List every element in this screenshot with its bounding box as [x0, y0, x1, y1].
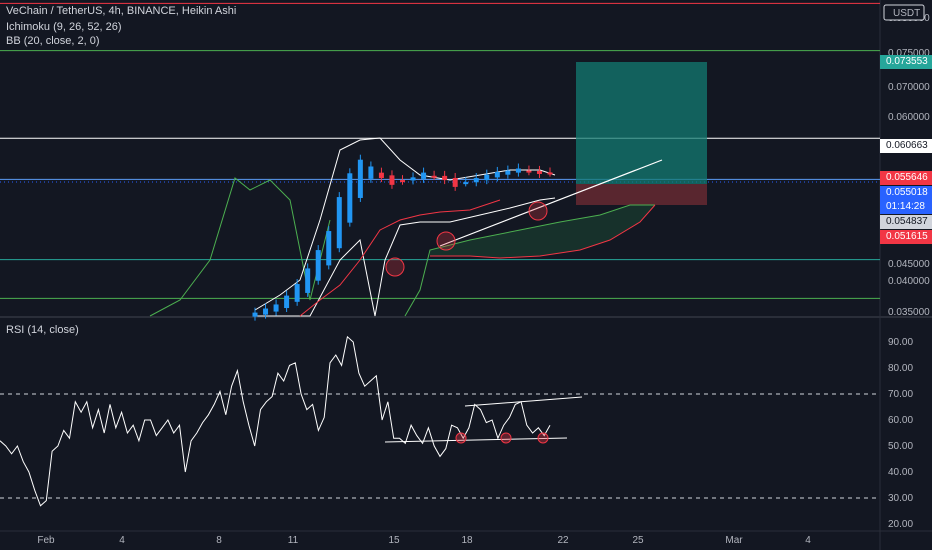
- price-tick-label: 0.070000: [888, 82, 930, 93]
- price-tag: 0.051615: [880, 230, 932, 244]
- price-tag: 0.073553: [880, 55, 932, 69]
- rsi-tick-label: 50.00: [888, 441, 913, 452]
- price-tick-label: 0.060000: [888, 112, 930, 123]
- price-tick-label: 0.045000: [888, 259, 930, 270]
- rsi-upper-trendline: [464, 396, 583, 407]
- price-tag: 01:14:28: [880, 200, 932, 214]
- candle-body: [294, 284, 300, 302]
- candle-body: [252, 312, 258, 317]
- candle-body: [431, 175, 437, 178]
- bb-lower-line: [255, 197, 556, 317]
- candle-body: [305, 268, 311, 293]
- time-tick-label: Feb: [37, 535, 55, 546]
- rsi-low-marker: [537, 432, 549, 444]
- rsi-low-marker: [455, 432, 467, 444]
- rsi-tick-label: 20.00: [888, 519, 913, 530]
- candle-body: [421, 172, 427, 179]
- candle-body: [536, 170, 542, 174]
- candle-body: [284, 295, 290, 309]
- price-tag: 0.055018: [880, 186, 932, 200]
- currency-box: [883, 4, 925, 21]
- senkou-a-line: [404, 204, 655, 317]
- candle-body: [526, 170, 532, 173]
- time-tick-label: 18: [461, 535, 473, 546]
- candle-body: [315, 250, 321, 281]
- candle-body: [515, 168, 521, 173]
- candle-body: [547, 172, 553, 175]
- candle-body: [494, 171, 500, 178]
- candle-body: [505, 170, 511, 175]
- candle-body: [263, 308, 269, 315]
- price-tag: 0.060663: [880, 139, 932, 153]
- candle-body: [484, 174, 490, 181]
- time-tick-label: 11: [288, 535, 299, 546]
- rsi-tick-label: 70.00: [888, 389, 913, 400]
- time-tick-label: 25: [632, 535, 644, 546]
- time-tick-label: 4: [805, 535, 811, 546]
- bb-legend: BB (20, close, 2, 0): [6, 35, 100, 47]
- candle-body: [347, 173, 353, 223]
- candle-body: [326, 231, 332, 266]
- rsi-lower-trendline: [384, 437, 568, 443]
- time-tick-label: Mar: [725, 535, 743, 546]
- candle-body: [400, 180, 405, 183]
- price-tick-label: 0.035000: [888, 307, 930, 318]
- swing-low-marker: [436, 231, 456, 251]
- ichimoku-legend: Ichimoku (9, 26, 52, 26): [6, 21, 122, 33]
- rsi-tick-label: 90.00: [888, 337, 913, 348]
- candle-body: [357, 159, 363, 198]
- candle-body: [463, 182, 469, 185]
- candle-body: [389, 175, 395, 185]
- time-tick-label: 22: [557, 535, 569, 546]
- take-profit-zone: [576, 62, 707, 184]
- rsi-legend: RSI (14, close): [6, 324, 79, 336]
- chart-title: VeChain / TetherUS, 4h, BINANCE, Heikin …: [6, 5, 237, 17]
- price-tick-label: 0.075000: [888, 48, 930, 59]
- price-tag: 0.055646: [880, 171, 932, 185]
- trendline: [439, 159, 663, 247]
- candle-body: [410, 177, 416, 181]
- chikou-span-line: [149, 177, 331, 317]
- candle-body: [378, 172, 384, 179]
- stop-loss-zone: [576, 184, 707, 205]
- candle-body: [452, 177, 458, 187]
- price-tick-label: 0.040000: [888, 276, 930, 287]
- ichimoku-cloud-green: [430, 205, 655, 258]
- rsi-tick-label: 60.00: [888, 415, 913, 426]
- swing-low-marker: [385, 257, 405, 277]
- candle-body: [273, 304, 279, 312]
- candle-body: [473, 178, 479, 183]
- time-tick-label: 4: [119, 535, 125, 546]
- rsi-tick-label: 30.00: [888, 493, 913, 504]
- senkou-b-line: [430, 204, 656, 259]
- kijun-line: [299, 199, 501, 317]
- candle-body: [368, 166, 374, 179]
- time-tick-label: 8: [216, 535, 222, 546]
- candle-body: [442, 175, 448, 181]
- bb-upper-line: [254, 137, 556, 311]
- swing-low-marker: [528, 201, 548, 221]
- price-tag: 0.054837: [880, 215, 932, 229]
- candle-body: [336, 197, 342, 249]
- rsi-low-marker: [500, 432, 512, 444]
- rsi-line: [0, 335, 551, 507]
- rsi-tick-label: 80.00: [888, 363, 913, 374]
- rsi-tick-label: 40.00: [888, 467, 913, 478]
- time-tick-label: 15: [388, 535, 400, 546]
- currency-label: USDT: [893, 8, 920, 19]
